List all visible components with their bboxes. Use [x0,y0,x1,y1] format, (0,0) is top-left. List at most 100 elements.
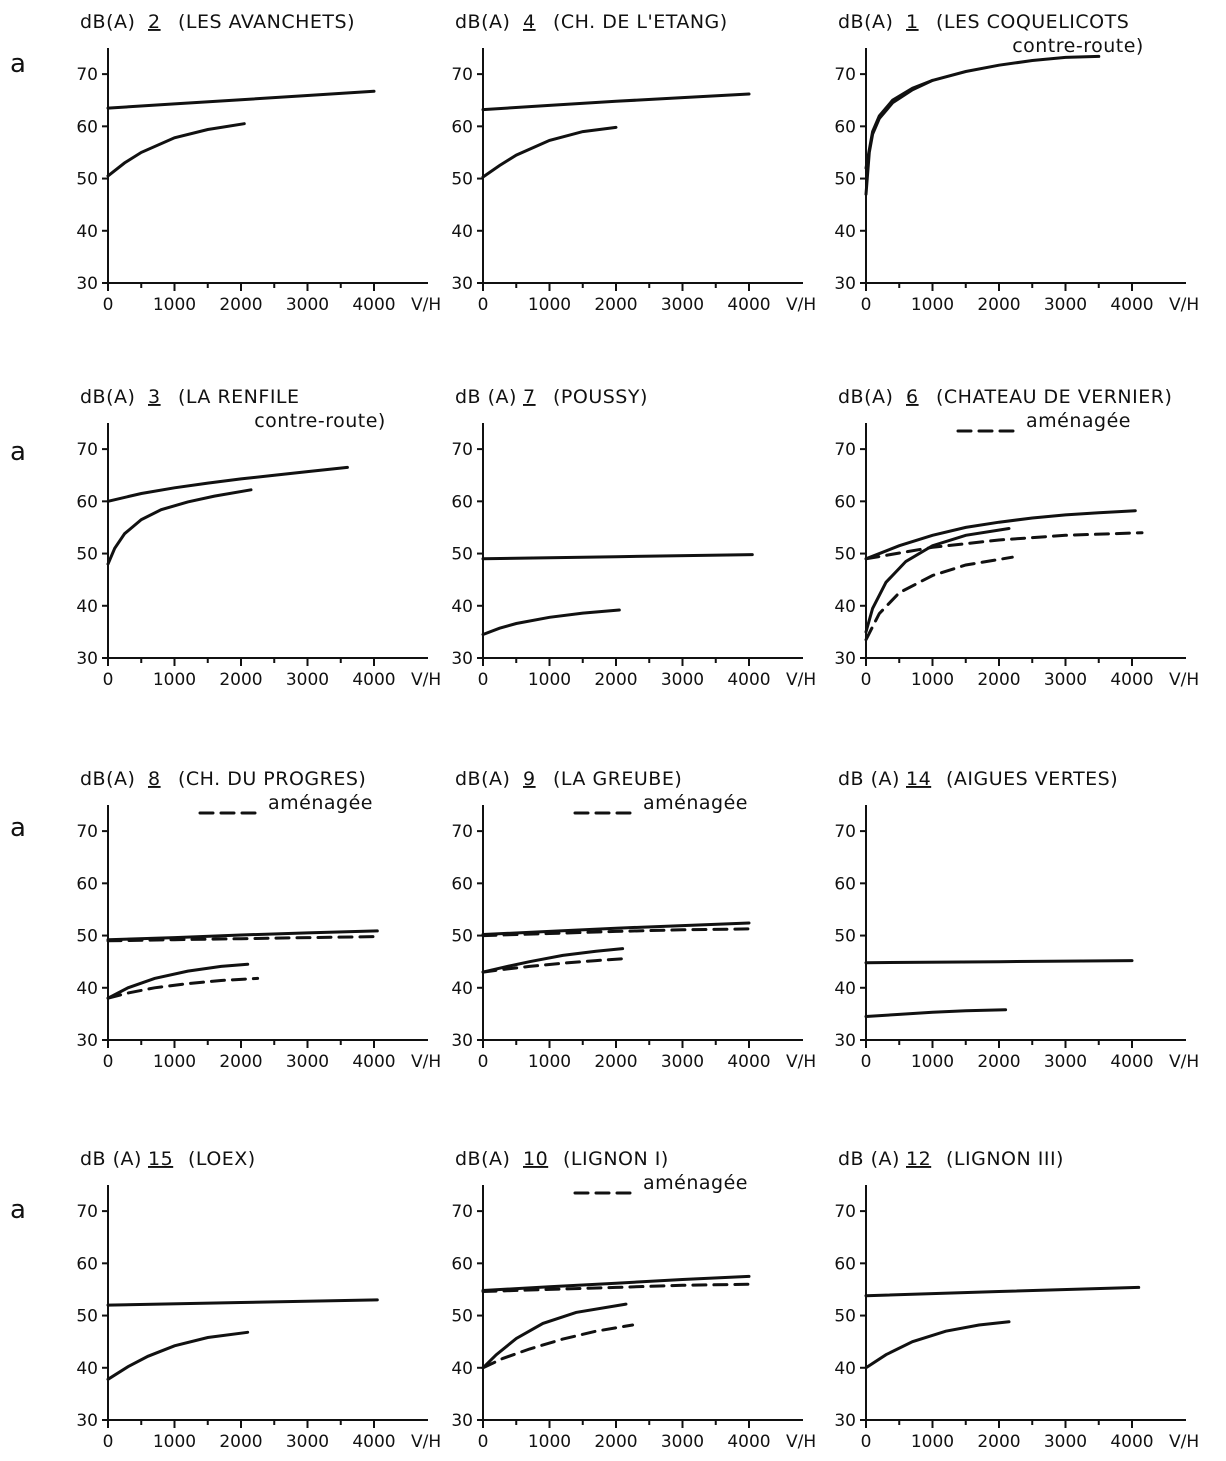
x-axis-unit: V/H [1169,670,1199,690]
x-axis-unit: V/H [1169,1432,1199,1452]
y-tick-label: 60 [834,1254,856,1274]
x-tick-label: 1000 [153,670,196,690]
x-tick-label: 2000 [594,1432,637,1452]
y-tick-label: 60 [834,492,856,512]
x-tick-label: 3000 [661,1432,704,1452]
panel-number: 7 [523,386,536,408]
x-tick-label: 2000 [594,1052,637,1072]
x-axis-unit: V/H [786,1052,816,1072]
y-tick-label: 40 [76,597,98,617]
panel-title: (AIGUES VERTES) [946,768,1118,790]
panel-number: 12 [906,1148,931,1170]
x-axis-unit: V/H [1169,295,1199,315]
y-tick-label: 70 [834,65,856,85]
y-axis-label: dB(A) [455,768,510,790]
x-tick-label: 4000 [1110,295,1153,315]
panel-title: (LIGNON III) [946,1148,1064,1170]
panel-number: 8 [148,768,161,790]
x-axis-unit: V/H [786,670,816,690]
series-line-solid [106,929,379,942]
x-tick-label: 3000 [1044,670,1087,690]
x-tick-label: 0 [861,1432,872,1452]
y-tick-label: 70 [451,65,473,85]
x-tick-label: 1000 [528,295,571,315]
y-tick-label: 50 [76,1307,98,1327]
y-tick-label: 60 [451,492,473,512]
y-tick-label: 60 [451,1254,473,1274]
y-tick-label: 30 [451,1031,473,1051]
series-line-solid [864,1008,1008,1018]
legend-label: aménagée [643,792,748,814]
x-tick-label: 2000 [594,295,637,315]
y-tick-label: 30 [451,274,473,294]
x-axis-unit: V/H [411,1052,441,1072]
panel-title: (CH. DE L'ETANG) [553,11,728,33]
legend-label: aménagée [268,792,373,814]
row-label: a [10,1195,26,1225]
y-tick-label: 50 [834,927,856,947]
y-tick-label: 30 [76,1031,98,1051]
y-axis-label: dB (A) [80,1148,142,1170]
x-tick-label: 1000 [153,1052,196,1072]
y-axis-label: dB(A) [455,11,510,33]
x-tick-label: 3000 [661,670,704,690]
series-line-dashed [106,976,260,1000]
series-line-dashed [864,555,1014,642]
y-tick-label: 30 [76,1411,98,1431]
y-tick-label: 60 [76,117,98,137]
x-tick-label: 3000 [286,670,329,690]
panel-title: (CH. DU PROGRES) [178,768,366,790]
x-tick-label: 0 [478,1432,489,1452]
x-tick-label: 0 [478,1052,489,1072]
panel-6: dB(A) 6 (CHATEAU DE VERNIER)aménagée 30 40 50… [834,386,1199,690]
x-tick-label: 2000 [219,1052,262,1072]
y-tick-label: 60 [76,874,98,894]
x-axis-unit: V/H [786,295,816,315]
panel-number: 6 [906,386,919,408]
legend-label: aménagée [1026,410,1131,432]
x-tick-label: 1000 [911,1052,954,1072]
panel-number: 14 [906,768,931,790]
y-tick-label: 60 [451,874,473,894]
x-tick-label: 0 [478,295,489,315]
y-tick-label: 70 [834,440,856,460]
series-line-solid [864,959,1134,965]
x-tick-label: 4000 [727,1432,770,1452]
y-tick-label: 50 [451,170,473,190]
y-axis-label: dB(A) [455,1148,510,1170]
y-tick-label: 30 [76,649,98,669]
x-tick-label: 2000 [977,1432,1020,1452]
series-line-dashed [481,1323,635,1370]
series-line-dashed [481,1282,754,1293]
series-line-solid [481,1274,751,1292]
x-tick-label: 0 [103,1432,114,1452]
x-tick-label: 2000 [219,1432,262,1452]
x-tick-label: 3000 [286,1052,329,1072]
panel-title: (LES COQUELICOTS [936,11,1129,33]
series-line-solid [864,1320,1011,1370]
y-tick-label: 30 [834,1411,856,1431]
x-tick-label: 4000 [1110,670,1153,690]
x-axis-unit: V/H [786,1432,816,1452]
panel-10: dB(A) 10 (LIGNON I)aménagée 30 40 50 60 70 0 1000… [451,1148,816,1452]
y-tick-label: 40 [76,1359,98,1379]
y-axis-label: dB(A) [80,11,135,33]
x-tick-label: 4000 [352,295,395,315]
panel-number: 4 [523,11,536,33]
x-tick-label: 3000 [661,1052,704,1072]
x-tick-label: 0 [103,1052,114,1072]
y-tick-label: 70 [76,440,98,460]
series-line-solid [106,122,246,178]
y-tick-label: 50 [834,545,856,565]
y-axis-label: dB(A) [80,768,135,790]
y-axis-label: dB (A) [455,386,517,408]
x-tick-label: 2000 [977,1052,1020,1072]
x-tick-label: 1000 [911,295,954,315]
series-line-dashed [481,927,758,938]
x-tick-label: 4000 [727,295,770,315]
y-tick-label: 70 [834,822,856,842]
y-tick-label: 60 [76,492,98,512]
y-tick-label: 50 [76,170,98,190]
x-tick-label: 1000 [528,1052,571,1072]
